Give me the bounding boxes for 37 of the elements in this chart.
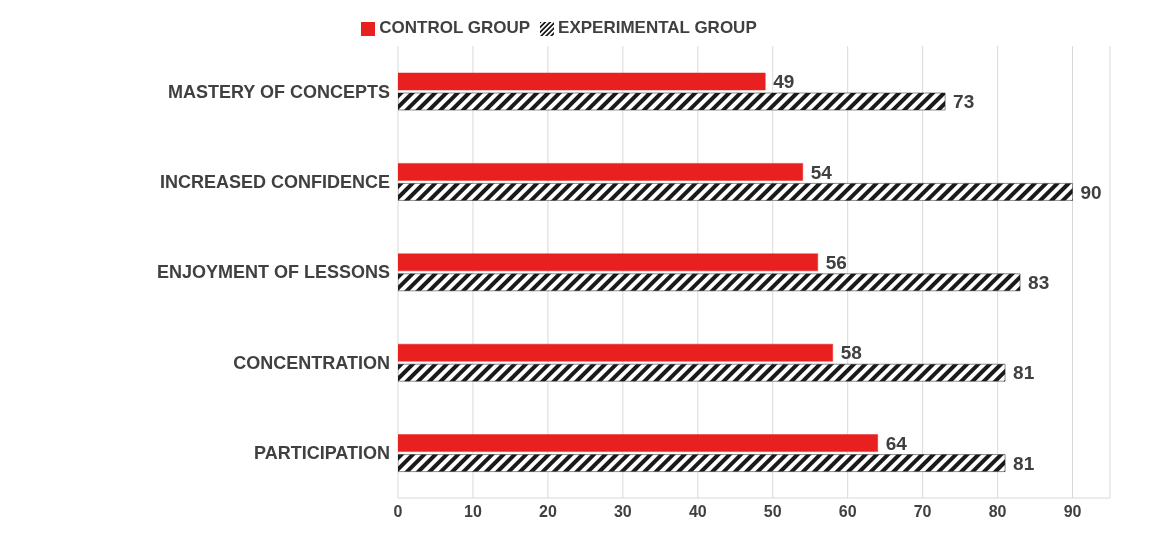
x-tick-label: 80	[988, 503, 1007, 521]
y-tick-label: INCREASED CONFIDENCE	[159, 171, 390, 192]
data-label: 49	[773, 71, 795, 93]
y-tick-label: MASTERY OF CONCEPTS	[167, 81, 390, 102]
x-tick-label: 70	[913, 503, 932, 521]
y-tick-label: ENJOYMENT OF LESSONS	[156, 262, 390, 283]
x-tick-label: 50	[763, 503, 782, 521]
y-tick-label: CONCENTRATION	[233, 352, 390, 373]
data-label: 58	[840, 342, 862, 364]
bar	[398, 273, 1021, 292]
data-label: 81	[1013, 362, 1035, 384]
data-label: 90	[1080, 181, 1102, 203]
x-tick-label: 90	[1063, 503, 1082, 521]
data-label: 56	[825, 252, 847, 274]
data-label: 73	[953, 91, 975, 113]
bar	[398, 183, 1073, 201]
x-tick-label: 0	[393, 503, 403, 521]
bar	[398, 163, 803, 181]
bar	[398, 363, 1006, 382]
x-tick-label: 40	[688, 503, 707, 521]
bar	[398, 343, 833, 362]
x-tick-label: 60	[838, 503, 857, 521]
bar	[398, 454, 1006, 472]
bar	[398, 253, 818, 272]
x-tick-label: 30	[613, 503, 632, 521]
bar	[398, 434, 878, 452]
x-tick-label: 10	[464, 503, 482, 521]
bar	[398, 72, 766, 91]
bar	[398, 92, 946, 111]
data-label: 54	[810, 161, 833, 183]
data-label: 83	[1028, 272, 1050, 294]
data-label: 64	[885, 432, 908, 454]
legend-label: CONTROL GROUP	[379, 18, 531, 37]
legend-label: EXPERIMENTAL GROUP	[558, 18, 757, 37]
y-tick-label: PARTICIPATION	[254, 443, 390, 464]
x-tick-label: 20	[539, 503, 557, 521]
data-label: 81	[1013, 452, 1035, 474]
